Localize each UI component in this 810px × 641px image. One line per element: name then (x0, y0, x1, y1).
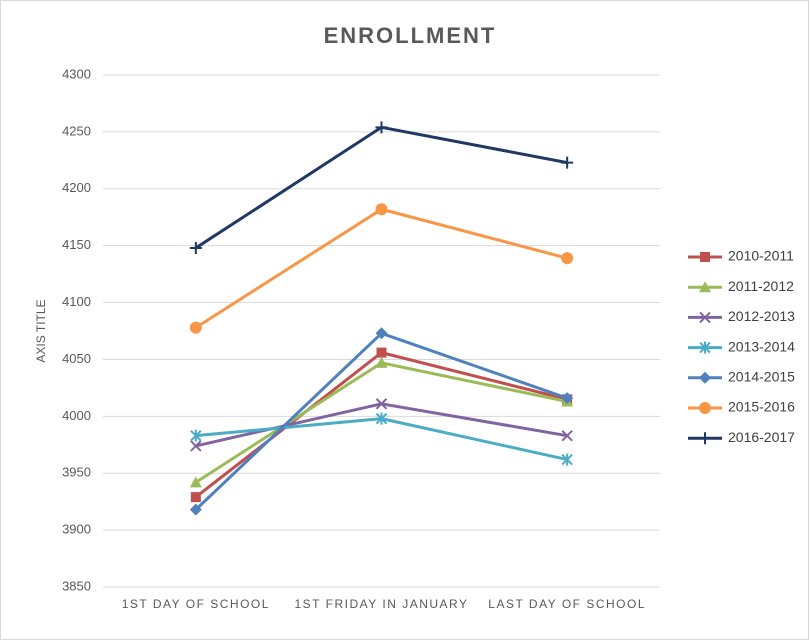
marker (561, 453, 573, 466)
legend-marker (699, 432, 711, 445)
legend-label: 2011-2012 (728, 278, 794, 294)
legend-marker (699, 341, 711, 354)
y-tick-label: 3950 (62, 465, 91, 480)
marker (561, 429, 573, 442)
marker (189, 241, 202, 254)
legend-label: 2015-2016 (728, 399, 795, 415)
marker (561, 392, 574, 405)
marker (375, 412, 388, 425)
marker (561, 252, 574, 265)
legend-label: 2016-2017 (728, 429, 795, 445)
marker (190, 492, 201, 503)
x-tick-label: 1ST DAY OF SCHOOL (122, 597, 270, 611)
legend-marker (699, 281, 711, 293)
marker (375, 356, 388, 368)
marker (561, 156, 574, 169)
marker (190, 429, 202, 442)
legend-marker (699, 402, 711, 414)
y-tick-label: 4200 (62, 180, 91, 195)
y-tick-label: 4300 (62, 66, 91, 81)
legend-label: 2014-2015 (728, 369, 795, 385)
x-tick-label: 1ST FRIDAY IN JANUARY (295, 597, 469, 611)
marker (189, 476, 202, 488)
y-axis-title: AXIS TITLE (34, 299, 48, 362)
legend-marker (699, 311, 711, 324)
chart-title: ENROLLMENT (324, 23, 497, 48)
y-tick-label: 3900 (62, 522, 91, 537)
legend-label: 2012-2013 (728, 308, 795, 324)
marker (189, 321, 202, 334)
legend-label: 2013-2014 (728, 338, 795, 354)
marker (376, 347, 387, 358)
marker (190, 440, 202, 452)
y-tick-label: 4100 (62, 294, 91, 309)
legend-marker (700, 252, 710, 262)
legend-label: 2010-2011 (728, 248, 794, 264)
marker (375, 121, 388, 134)
y-tick-label: 4000 (62, 408, 91, 423)
legend-marker (699, 371, 711, 384)
marker (375, 203, 388, 216)
x-tick-label: LAST DAY OF SCHOOL (488, 597, 646, 611)
y-tick-label: 4150 (62, 237, 91, 252)
marker (375, 398, 388, 410)
marker (189, 503, 202, 516)
marker (375, 327, 388, 340)
y-tick-label: 3850 (62, 578, 91, 593)
y-tick-label: 4250 (62, 123, 91, 138)
y-tick-label: 4050 (62, 351, 91, 366)
